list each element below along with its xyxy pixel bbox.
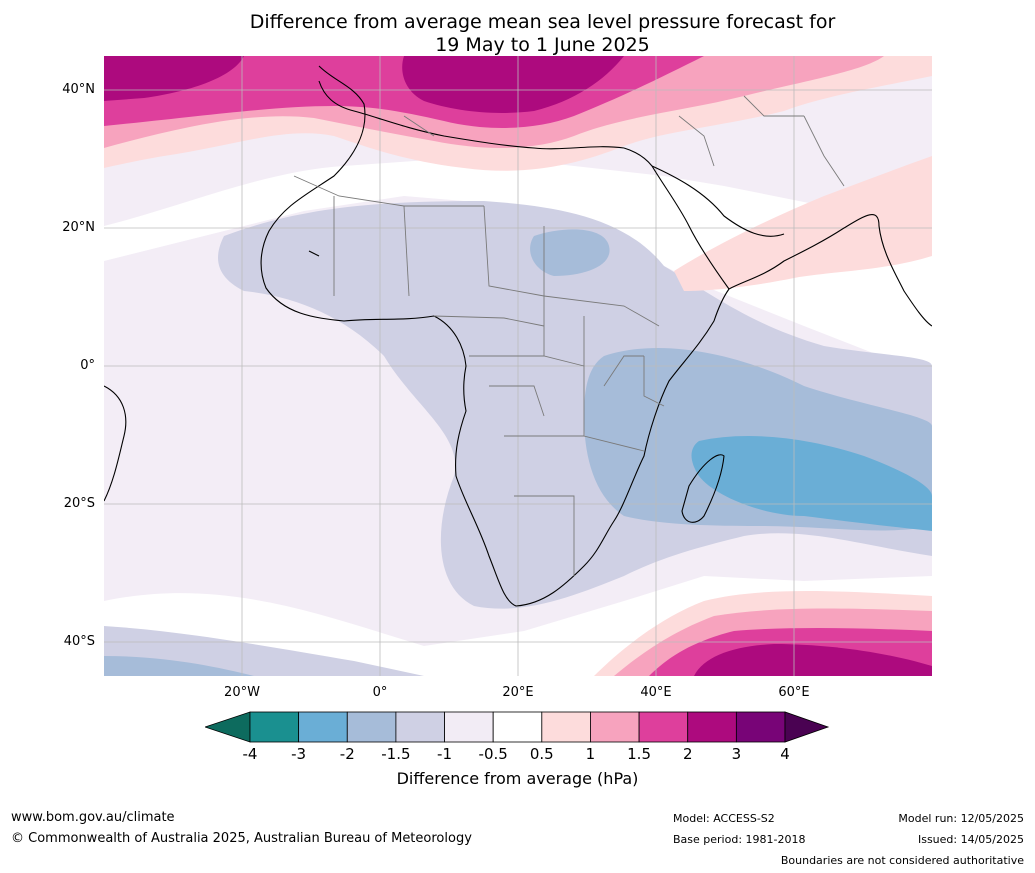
lat-label-20s: 20°S bbox=[63, 496, 95, 511]
colorbar-cell bbox=[590, 711, 640, 743]
colorbar-tick: -1.5 bbox=[381, 745, 411, 763]
colorbar-cell bbox=[492, 711, 543, 743]
colorbar-cell bbox=[444, 711, 494, 743]
colorbar-tick: 1 bbox=[585, 745, 596, 763]
colorbar-cell bbox=[638, 711, 689, 743]
colorbar-tick: 2 bbox=[682, 745, 693, 763]
lon-label-20w: 20°W bbox=[224, 685, 260, 700]
lon-label-0: 0° bbox=[372, 685, 388, 700]
contour-minus1p5-southwest bbox=[104, 656, 254, 676]
colorbar-tick: -4 bbox=[242, 745, 258, 763]
colorbar-cell bbox=[298, 711, 348, 743]
lon-label-20e: 20°E bbox=[502, 685, 534, 700]
country-borders bbox=[293, 95, 845, 576]
contour-plus0p5-arabia bbox=[674, 156, 932, 291]
coastlines bbox=[104, 65, 932, 607]
contour-minus2-indian bbox=[691, 436, 932, 531]
colorbar-cell bbox=[735, 711, 786, 743]
lat-label-20n: 20°N bbox=[62, 220, 95, 235]
footer-copyright: © Commonwealth of Australia 2025, Austra… bbox=[11, 831, 472, 846]
colorbar-cell bbox=[541, 711, 591, 743]
graticule bbox=[104, 56, 932, 676]
colorbar-tick: -3 bbox=[291, 745, 307, 763]
footer-model: Model: ACCESS-S2 bbox=[673, 812, 775, 825]
colorbar-tick: 1.5 bbox=[627, 745, 651, 763]
footer-base-period: Base period: 1981-2018 bbox=[673, 833, 806, 846]
lat-label-0: 0° bbox=[80, 358, 95, 373]
colorbar-tick: 3 bbox=[731, 745, 742, 763]
colorbar-cell bbox=[687, 711, 737, 743]
colorbar-over-arrow bbox=[784, 711, 830, 743]
contour-white-north bbox=[104, 156, 932, 376]
colorbar-cell bbox=[346, 711, 397, 743]
colorbar-tick: 4 bbox=[780, 745, 790, 763]
contour-plus2-south bbox=[694, 644, 932, 676]
colorbar-tick: -0.5 bbox=[478, 745, 508, 763]
map-title-line1: Difference from average mean sea level p… bbox=[249, 11, 836, 33]
colorbar-label: Difference from average (hPa) bbox=[396, 769, 639, 788]
colorbar-tick: 0.5 bbox=[529, 745, 554, 763]
colorbar-cell bbox=[395, 711, 445, 743]
footer-disclaimer: Boundaries are not considered authoritat… bbox=[780, 854, 1024, 867]
pressure-anomaly-map bbox=[104, 56, 932, 676]
colorbar-tick: -1 bbox=[437, 745, 453, 763]
colorbar-tick: -2 bbox=[339, 745, 355, 763]
footer-url: www.bom.gov.au/climate bbox=[11, 810, 175, 825]
colorbar-under-arrow bbox=[205, 711, 251, 743]
lon-label-40e: 40°E bbox=[640, 685, 672, 700]
footer-issued: Issued: 14/05/2025 bbox=[917, 833, 1024, 846]
colorbar-cell bbox=[249, 711, 300, 743]
contour-plus2-north bbox=[104, 56, 624, 113]
colorbar-cells bbox=[249, 711, 786, 743]
lon-label-60e: 60°E bbox=[778, 685, 810, 700]
lat-label-40n: 40°N bbox=[62, 82, 95, 97]
contour-minus1p5-sahel bbox=[530, 229, 610, 276]
footer-model-run: Model run: 12/05/2025 bbox=[898, 812, 1024, 825]
lat-label-40s: 40°S bbox=[63, 634, 95, 649]
map-title-line2: 19 May to 1 June 2025 bbox=[435, 34, 650, 56]
colorbar bbox=[205, 711, 830, 743]
